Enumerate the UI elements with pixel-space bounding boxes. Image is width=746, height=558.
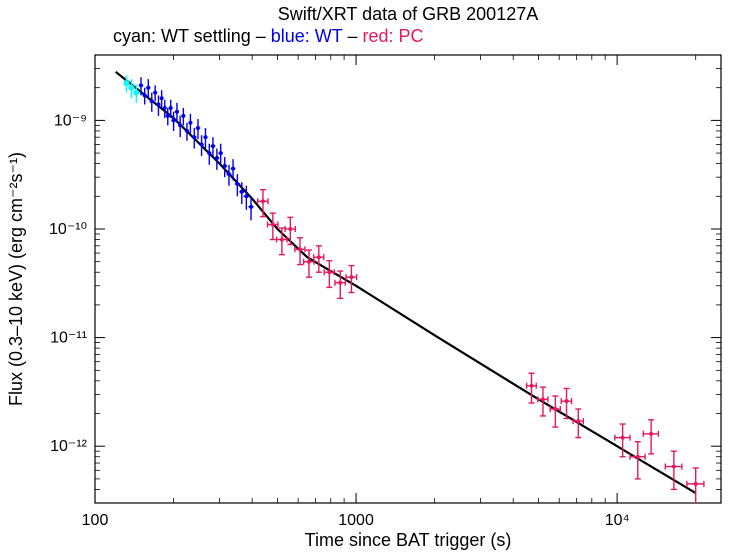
data-point [219,151,223,155]
data-point [553,407,557,411]
x-tick-label: 1000 [338,512,374,529]
data-point [649,432,653,436]
data-point [338,281,342,285]
data-point [261,199,265,203]
data-point [288,227,292,231]
data-point [541,397,545,401]
data-point [530,384,534,388]
data-point [181,114,185,118]
y-tick-label: 10⁻¹² [50,438,88,455]
data-point [146,86,150,90]
data-point [207,151,211,155]
data-point [349,275,353,279]
y-tick-label: 10⁻⁹ [54,112,87,129]
chart-subtitle: cyan: WT settling – blue: WT – red: PC [113,26,423,46]
data-point [327,270,331,274]
data-point [169,106,173,110]
data-point [249,205,253,209]
data-point [672,465,676,469]
data-point [139,83,143,87]
x-axis-label: Time since BAT trigger (s) [305,530,512,550]
data-point [150,99,154,103]
data-point [143,93,147,97]
data-point [172,118,176,122]
chart-title: Swift/XRT data of GRB 200127A [278,4,538,24]
data-point [223,164,227,168]
data-point [576,419,580,423]
data-point [153,91,157,95]
data-point [636,455,640,459]
chart-container: 100 1000 10⁴ 10⁻¹² 10⁻¹¹ 10⁻¹⁰ 10⁻⁹ Swift/XRT d… [0,0,746,558]
x-tick-label: 10⁴ [605,512,630,529]
data-point [123,80,129,86]
data-point [231,167,235,171]
data-point [156,103,160,107]
data-point [175,110,179,114]
data-point [163,106,167,110]
data-point [133,90,139,96]
x-tick-label: 100 [82,512,109,529]
data-point [211,144,215,148]
data-point [621,436,625,440]
data-point [188,121,192,125]
data-point [271,223,275,227]
data-point [244,194,248,198]
data-point [317,255,321,259]
data-point [227,172,231,176]
y-tick-label: 10⁻¹¹ [50,330,87,347]
data-point [307,260,311,264]
data-point [200,142,204,146]
data-point [192,135,196,139]
data-point [240,190,244,194]
data-point [166,114,170,118]
data-point [178,123,182,127]
data-point [129,85,135,91]
data-point [160,96,164,100]
data-point [196,126,200,130]
fit-line [116,72,696,493]
data-point [185,129,189,133]
data-point [203,135,207,139]
y-axis-label: Flux (0.3–10 keV) (erg cm⁻²s⁻¹) [6,152,26,406]
data-point [215,156,219,160]
data-point [298,247,302,251]
lightcurve-chart: 100 1000 10⁴ 10⁻¹² 10⁻¹¹ 10⁻¹⁰ 10⁻⁹ Swift/XRT d… [0,0,746,558]
y-tick-label: 10⁻¹⁰ [49,221,87,238]
data-point [235,182,239,186]
data-point [565,399,569,403]
data-point [694,482,698,486]
data-point [280,238,284,242]
